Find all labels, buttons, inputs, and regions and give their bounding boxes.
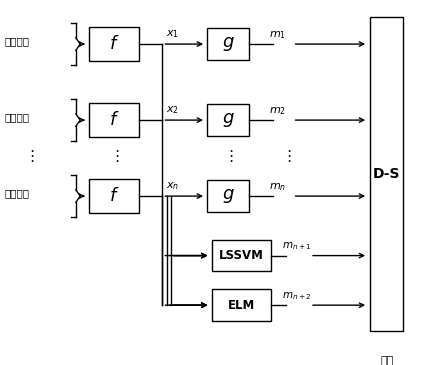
Text: $x_1$: $x_1$ [166, 28, 179, 40]
Text: $m_{n+2}$: $m_{n+2}$ [282, 290, 311, 302]
Text: 传感器组: 传感器组 [5, 188, 30, 198]
Text: $\vdots$: $\vdots$ [281, 149, 291, 165]
Text: $\vdots$: $\vdots$ [109, 149, 120, 165]
Bar [89, 103, 140, 138]
Text: 输出: 输出 [380, 356, 393, 365]
Text: ELM: ELM [228, 299, 255, 312]
Text: $x_n$: $x_n$ [166, 180, 179, 192]
Text: $f$: $f$ [109, 187, 120, 205]
Text: $g$: $g$ [222, 111, 234, 129]
Bar [370, 17, 403, 331]
Text: 传感器组: 传感器组 [5, 36, 30, 46]
Text: $x_2$: $x_2$ [166, 104, 179, 116]
Text: LSSVM: LSSVM [219, 249, 264, 262]
Bar [212, 240, 271, 271]
Bar [207, 104, 249, 136]
Text: $\vdots$: $\vdots$ [223, 149, 233, 165]
Text: $f$: $f$ [109, 111, 120, 129]
Bar [212, 289, 271, 321]
Text: $\vdots$: $\vdots$ [24, 149, 34, 165]
Text: $g$: $g$ [222, 35, 234, 53]
Text: $m_n$: $m_n$ [268, 181, 286, 193]
Bar [207, 180, 249, 212]
Bar [207, 28, 249, 60]
Text: $m_2$: $m_2$ [268, 105, 285, 117]
Text: $g$: $g$ [222, 187, 234, 205]
Text: $m_1$: $m_1$ [268, 29, 286, 41]
Text: D-S: D-S [373, 167, 400, 181]
Bar [89, 179, 140, 214]
Text: $f$: $f$ [109, 35, 120, 53]
Text: $m_{n+1}$: $m_{n+1}$ [282, 241, 311, 252]
Text: 传感器组: 传感器组 [5, 112, 30, 122]
Bar [89, 27, 140, 61]
